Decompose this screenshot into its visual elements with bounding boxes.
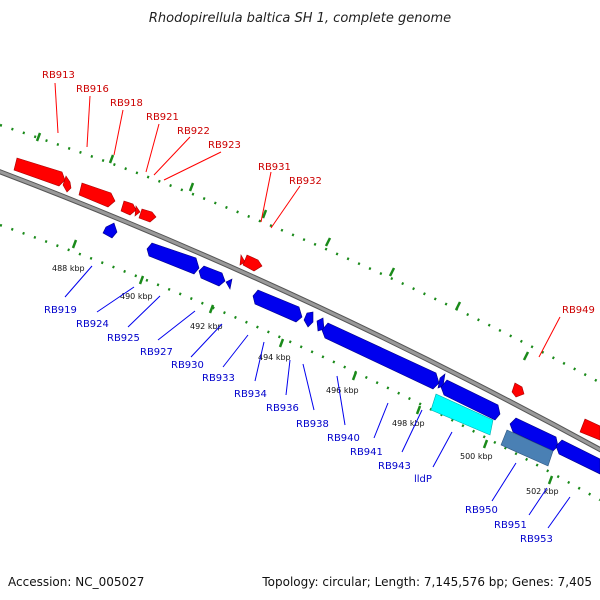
reverse-gene — [198, 265, 226, 287]
gene-label: RB927 — [140, 347, 173, 358]
gene-label: RB919 — [44, 305, 77, 316]
forward-gene — [62, 175, 72, 193]
gene-label: RB932 — [289, 176, 322, 187]
forward-gene — [242, 254, 263, 272]
forward-gene-labels: RB913 RB916 RB918 RB921 RB922 RB923 RB93… — [42, 70, 595, 316]
forward-gene — [138, 208, 157, 223]
forward-gene — [134, 205, 141, 217]
reverse-gene — [225, 278, 233, 290]
reverse-gene — [303, 311, 314, 328]
major-tick — [454, 301, 462, 311]
major-tick — [138, 275, 145, 285]
gene-label: RB940 — [327, 433, 360, 444]
reverse-gene — [102, 222, 118, 239]
gene-label: RB933 — [202, 373, 235, 384]
scale-label: 488 kbp — [52, 264, 85, 273]
reverse-gene — [146, 242, 200, 275]
major-tick — [108, 154, 115, 164]
gene-label: RB934 — [234, 389, 267, 400]
major-tick — [35, 132, 42, 142]
forward-genes — [13, 157, 600, 441]
reverse-genes — [102, 222, 600, 475]
major-tick — [278, 338, 285, 348]
gene-label: RB930 — [171, 360, 204, 371]
gene-label: RB950 — [465, 505, 498, 516]
reverse-label-lines — [64, 265, 571, 529]
major-tick — [482, 439, 489, 449]
major-tick — [71, 239, 78, 249]
scale-label: 498 kbp — [392, 419, 425, 428]
reverse-gene — [555, 439, 600, 475]
forward-gene — [120, 200, 137, 216]
forward-gene — [511, 382, 525, 398]
gene-label: RB918 — [110, 98, 143, 109]
gene-label: RB938 — [296, 419, 329, 430]
scale-label: 490 kbp — [120, 292, 153, 301]
accession-text: Accession: NC_005027 — [8, 575, 144, 589]
gene-label: RB951 — [494, 520, 527, 531]
scale-label: 496 kbp — [326, 386, 359, 395]
gene-label: RB923 — [208, 140, 241, 151]
forward-gene — [78, 182, 116, 208]
major-tick — [547, 475, 554, 485]
major-tick — [522, 351, 530, 361]
major-tick — [351, 371, 358, 381]
scale-label: 502 kbp — [526, 487, 559, 496]
genome-summary-text: Topology: circular; Length: 7,145,576 bp… — [261, 575, 592, 589]
genome-backbone — [0, 169, 600, 453]
major-tick — [324, 237, 332, 247]
lldp-gene — [430, 393, 494, 436]
gene-label: RB916 — [76, 84, 109, 95]
major-tick — [208, 304, 215, 314]
gene-label: RB941 — [350, 447, 383, 458]
highlighted-genes — [430, 393, 554, 467]
rna-gene — [500, 429, 554, 467]
gene-label: RB913 — [42, 70, 75, 81]
major-tick — [261, 209, 268, 219]
reverse-gene — [440, 379, 501, 421]
map-title: Rhodopirellula baltica SH 1, complete ge… — [149, 11, 451, 26]
gene-label: RB936 — [266, 403, 299, 414]
gene-label: RB931 — [258, 162, 291, 173]
gene-label: RB949 — [562, 305, 595, 316]
scale-label: 492 kbp — [190, 322, 223, 331]
reverse-gene — [252, 289, 303, 323]
major-tick — [415, 405, 422, 415]
scale-labels: 488 kbp 490 kbp 492 kbp 494 kbp 496 kbp … — [52, 264, 559, 496]
scale-label: 494 kbp — [258, 353, 291, 362]
forward-gene — [579, 418, 600, 441]
reverse-gene-labels: RB919 RB924 RB925 RB927 RB930 RB933 RB93… — [44, 305, 553, 545]
forward-gene — [13, 157, 66, 187]
gene-label: RB953 — [520, 534, 553, 545]
major-tick — [388, 267, 396, 277]
gene-label: RB922 — [177, 126, 210, 137]
major-tick — [188, 182, 195, 192]
gene-label: RB943 — [378, 461, 411, 472]
tick-tracks — [0, 123, 600, 502]
gene-label: RB924 — [76, 319, 109, 330]
gene-label: lldP — [414, 474, 432, 485]
scale-label: 500 kbp — [460, 452, 493, 461]
forward-label-lines — [54, 82, 561, 358]
gene-label: RB921 — [146, 112, 179, 123]
reverse-gene — [321, 322, 440, 390]
gene-label: RB925 — [107, 333, 140, 344]
